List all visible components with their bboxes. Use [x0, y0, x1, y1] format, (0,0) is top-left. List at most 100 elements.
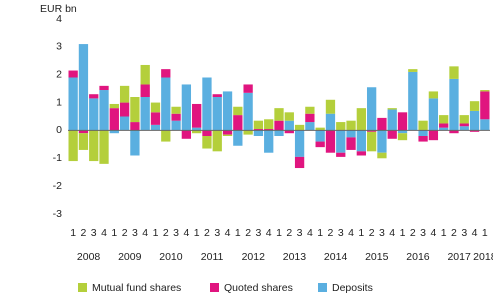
bar-segment	[377, 130, 387, 153]
bar-segment	[264, 119, 274, 130]
bar-segment	[181, 84, 192, 131]
x-tick-label: 4	[266, 227, 272, 239]
bar-segment	[171, 106, 181, 114]
x-tick-label: 4	[472, 227, 478, 239]
bar-segment	[78, 133, 89, 150]
x-tick-label: 3	[338, 227, 344, 239]
x-tick-label: 2	[451, 227, 457, 239]
bar-segment	[233, 130, 243, 146]
bar-segment	[109, 108, 119, 131]
bar-segment	[243, 92, 253, 131]
year-label: 2011	[201, 251, 224, 263]
y-tick-label: -1	[53, 152, 62, 164]
bar-segment	[315, 127, 325, 131]
x-tick-label: 2	[369, 227, 375, 239]
bar-segment	[284, 120, 294, 131]
bar-segment	[397, 112, 408, 131]
bar-segment	[294, 156, 305, 169]
bar-segment	[449, 66, 459, 79]
bar-segment	[469, 130, 480, 132]
x-tick-label: 1	[111, 227, 117, 239]
bar-segment	[253, 120, 264, 130]
bar-segment	[346, 137, 356, 150]
x-tick-label: 1	[194, 227, 200, 239]
bar-segment	[161, 69, 171, 78]
bar-segment	[284, 130, 294, 134]
bar-segment	[274, 120, 284, 131]
bar-segment	[212, 97, 222, 131]
bar-segment	[480, 119, 490, 131]
bar-segment	[325, 113, 336, 131]
bar-segment	[356, 108, 366, 131]
bar-segment	[397, 130, 408, 134]
x-tick-label: 2	[122, 227, 128, 239]
bar-segment	[222, 91, 233, 131]
bar-segment	[418, 136, 428, 142]
bar-segment	[181, 130, 192, 139]
x-tick-label: 1	[70, 227, 76, 239]
legend-swatch	[78, 283, 87, 292]
bar-segment	[356, 130, 366, 152]
bar-segment	[78, 44, 89, 131]
year-label: 2008	[77, 251, 101, 263]
bar-segment	[171, 113, 181, 121]
bar-segment	[119, 102, 130, 117]
y-tick-label: -3	[53, 208, 62, 220]
bar-segment	[346, 130, 356, 138]
bar-segment	[408, 71, 418, 131]
bar-segment	[150, 124, 161, 131]
bar-segment	[428, 98, 439, 131]
bar-segment	[439, 115, 449, 124]
bar-segment	[408, 69, 418, 72]
x-tick-label: 2	[245, 227, 251, 239]
bar-segment	[89, 130, 99, 162]
bar-segment	[305, 106, 315, 114]
year-label: 2017	[447, 251, 471, 263]
x-tick-label: 3	[214, 227, 220, 239]
bar-segment	[222, 134, 233, 136]
year-label: 2013	[283, 251, 307, 263]
y-axis-label: EUR bn	[40, 3, 77, 15]
bar-segment	[480, 91, 490, 120]
x-tick-label: 1	[276, 227, 282, 239]
bar-segment	[140, 84, 150, 97]
bar-segment	[336, 122, 346, 131]
bar-segment	[284, 112, 294, 121]
bar-segment	[459, 126, 469, 131]
bar-segment	[89, 94, 99, 99]
bar-segment	[366, 87, 377, 131]
legend-swatch	[210, 283, 219, 292]
bar-segment	[449, 130, 459, 134]
bar-segment	[109, 130, 119, 134]
x-tick-label: 3	[461, 227, 467, 239]
bar-segment	[130, 97, 140, 123]
x-tick-label: 4	[307, 227, 313, 239]
x-tick-label: 2	[81, 227, 87, 239]
bar-segment	[428, 130, 439, 141]
bar-segment	[119, 85, 130, 103]
bar-segment	[222, 130, 233, 135]
year-label: 2015	[365, 251, 389, 263]
bar-segment	[377, 117, 387, 131]
x-tick-label: 4	[348, 227, 354, 239]
legend-label: Deposits	[332, 282, 373, 294]
bar-segment	[192, 127, 202, 131]
bar-segment	[140, 64, 150, 85]
bar-segment	[377, 152, 387, 159]
year-label: 2014	[324, 251, 348, 263]
bar-segment	[233, 106, 243, 116]
bar-segment	[192, 130, 202, 134]
year-label: 2009	[118, 251, 142, 263]
x-tick-label: 3	[132, 227, 138, 239]
x-tick-label: 4	[142, 227, 148, 239]
x-tick-label: 3	[255, 227, 261, 239]
bar-segment	[243, 130, 253, 135]
x-tick-label: 4	[183, 227, 189, 239]
bar-segment	[469, 110, 480, 131]
bar-segment	[346, 120, 356, 131]
bar-segment	[428, 91, 439, 99]
bar-segment	[315, 130, 325, 142]
bar-segment	[315, 141, 325, 148]
bar-segment	[150, 112, 161, 125]
bar-segment	[68, 70, 78, 78]
